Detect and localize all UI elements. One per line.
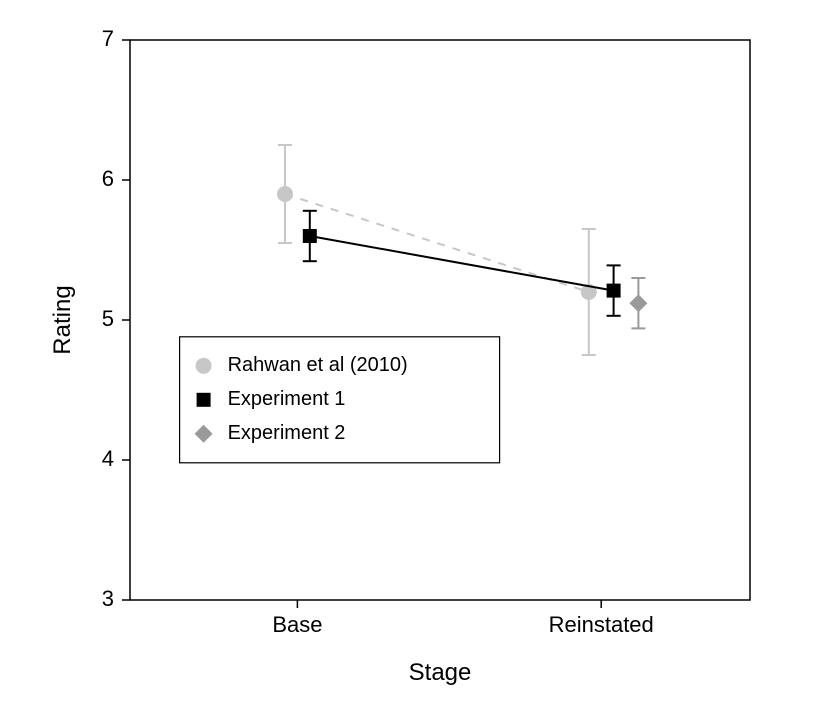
marker-circle [277, 186, 293, 202]
plot-box [130, 40, 750, 600]
series [303, 211, 621, 316]
marker-circle [196, 358, 212, 374]
x-axis-label: Stage [409, 659, 472, 686]
x-tick-label: Reinstated [549, 612, 654, 637]
rating-by-stage-chart: 3 4 5 6 7 Rating Base Reinstated Stage Rahwan et … [0, 0, 820, 725]
y-tick-label: 3 [102, 586, 114, 611]
legend-label: Experiment 2 [228, 422, 346, 444]
y-tick-label: 7 [102, 26, 114, 51]
y-tick-label: 6 [102, 166, 114, 191]
legend-label: Rahwan et al (2010) [228, 354, 408, 376]
series-line [310, 236, 614, 291]
y-tick-label: 5 [102, 306, 114, 331]
y-axis-label: Rating [49, 285, 76, 354]
series [629, 278, 647, 328]
legend-label: Experiment 1 [228, 388, 346, 410]
marker-square [607, 284, 621, 298]
y-tick-label: 4 [102, 446, 114, 471]
x-tick-label: Base [272, 612, 322, 637]
legend: Rahwan et al (2010) Experiment 1 Experimen… [180, 337, 500, 463]
series [277, 145, 597, 355]
marker-square [303, 229, 317, 243]
marker-square [197, 393, 211, 407]
marker-diamond [629, 294, 647, 312]
chart-container: 3 4 5 6 7 Rating Base Reinstated Stage Rahwan et … [0, 0, 820, 725]
